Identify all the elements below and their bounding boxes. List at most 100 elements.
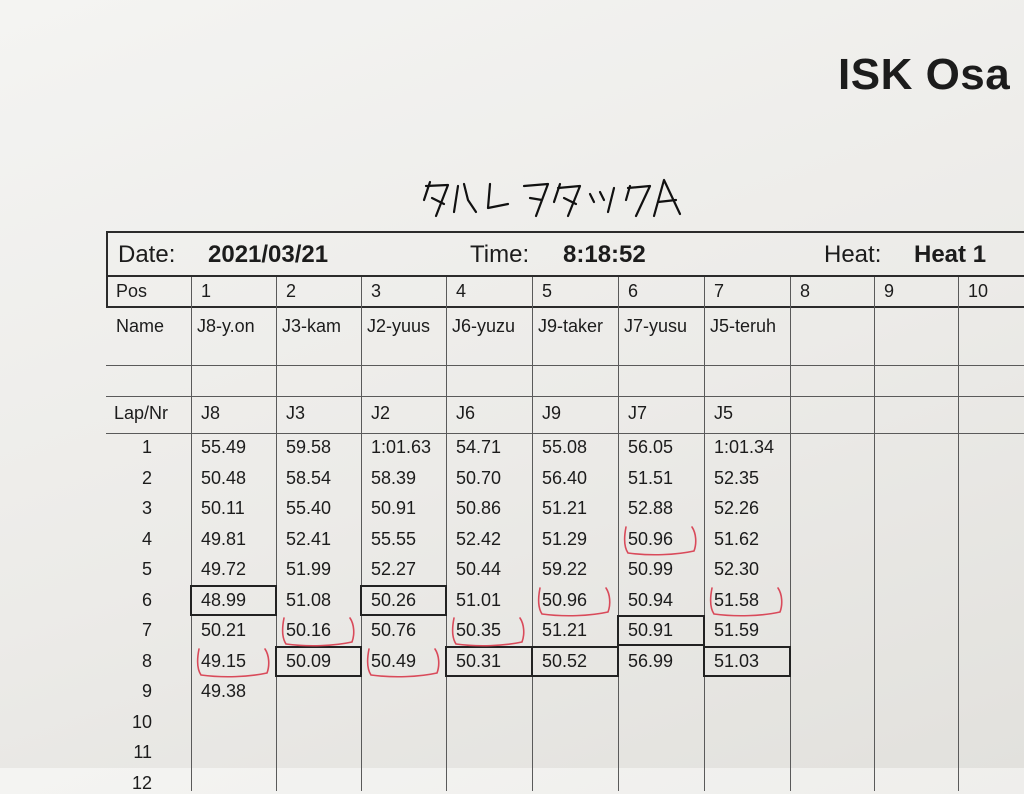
position-cell: 2 <box>286 281 297 301</box>
row-divider <box>106 365 1024 366</box>
lap-time-cell: 58.39 <box>371 467 417 488</box>
lap-number: 6 <box>141 589 152 610</box>
position-cell: 3 <box>371 281 382 301</box>
driver-number: J8 <box>201 403 221 423</box>
driver-number: J6 <box>456 403 476 423</box>
lap-time-cell: 1:01.34 <box>714 437 775 457</box>
lap-time-cell: 52.30 <box>714 559 760 579</box>
position-cell: 5 <box>542 281 553 301</box>
best-lap-box <box>190 584 277 616</box>
driver-number: J2 <box>371 403 391 423</box>
lap-number: 1 <box>141 437 152 457</box>
org-title: ISK Osa <box>838 50 1011 99</box>
position-cell: 8 <box>800 281 811 301</box>
column-divider <box>276 277 277 791</box>
lap-time-cell: 52.42 <box>456 528 502 549</box>
lap-time-cell: 50.70 <box>456 467 502 488</box>
column-divider <box>191 277 192 791</box>
heat-value: Heat 1 <box>914 241 987 268</box>
lap-time-cell: 50.96 <box>542 589 588 610</box>
lap-number: 10 <box>131 711 152 732</box>
lap-time-cell: 55.55 <box>371 528 417 549</box>
lap-time-cell: 52.88 <box>628 498 674 518</box>
lap-time-cell: 50.09 <box>286 650 332 671</box>
driver-name: J5-teruh <box>710 316 777 336</box>
best-lap-box <box>360 584 447 616</box>
lap-time-cell: 56.05 <box>628 437 674 457</box>
lap-time-cell: 55.49 <box>201 437 247 457</box>
pos-row-border <box>106 277 1024 308</box>
lap-time-cell: 55.40 <box>286 498 332 518</box>
lap-number: 12 <box>131 772 152 793</box>
lap-time-cell: 51.21 <box>542 620 588 640</box>
lap-time-cell: 49.72 <box>201 559 247 579</box>
lap-number: 11 <box>133 742 152 762</box>
lap-time-cell: 51.62 <box>714 528 760 549</box>
column-divider <box>874 277 875 791</box>
driver-name: J2-yuus <box>367 316 431 336</box>
driver-number: J5 <box>714 403 734 423</box>
position-cell: 4 <box>456 281 467 301</box>
lap-time-cell: 55.08 <box>542 437 588 457</box>
best-lap-box <box>531 645 619 677</box>
lap-time-cell: 52.27 <box>371 559 417 579</box>
column-divider <box>532 277 533 791</box>
lap-time-cell: 56.40 <box>542 467 588 488</box>
lap-time-cell: 51.58 <box>714 589 760 610</box>
column-divider <box>704 277 705 791</box>
lap-number: 2 <box>141 467 152 488</box>
column-divider <box>790 277 791 791</box>
meta-header-row: Date: 2021/03/21 Time: 8:18:52 Heat: Hea… <box>106 231 1024 277</box>
lap-number: 4 <box>141 528 152 549</box>
lap-time-cell: 50.21 <box>201 620 247 640</box>
position-cell: 6 <box>628 281 639 301</box>
best-lap-box <box>617 615 705 646</box>
pos-label: Pos <box>116 281 148 301</box>
lap-time-cell: 50.76 <box>371 620 417 640</box>
lap-time-cell: 50.49 <box>371 650 417 671</box>
lap-time-cell: 50.48 <box>201 467 247 488</box>
date-label: Date: <box>118 241 176 268</box>
lap-time-cell: 51.08 <box>286 589 332 610</box>
lap-time-cell: 51.03 <box>714 650 760 671</box>
best-lap-box <box>445 645 533 677</box>
driver-name: J7-yusu <box>624 316 688 336</box>
heat-label: Heat: <box>824 241 882 268</box>
column-divider <box>446 277 447 791</box>
position-cell: 10 <box>968 281 989 301</box>
lap-time-cell: 50.91 <box>628 620 674 640</box>
lap-time-cell: 50.94 <box>628 589 674 610</box>
lap-number: 9 <box>141 681 152 701</box>
lap-time-cell: 51.51 <box>628 467 674 488</box>
driver-name: J8-y.on <box>197 316 255 336</box>
lap-time-cell: 51.59 <box>714 620 760 640</box>
driver-name: J9-taker <box>538 316 604 336</box>
position-cell: 9 <box>884 281 895 301</box>
driver-number: J9 <box>542 403 562 423</box>
row-divider <box>106 396 1024 397</box>
lap-time-cell: 51.29 <box>542 528 588 549</box>
lap-time-cell: 50.16 <box>286 620 332 640</box>
lap-time-cell: 50.99 <box>628 559 674 579</box>
lap-time-cell: 51.99 <box>286 559 332 579</box>
lap-time-cell: 50.11 <box>201 498 245 518</box>
results-sheet: Date: 2021/03/21 Time: 8:18:52 Heat: Hea… <box>106 231 1024 793</box>
lap-time-cell: 50.96 <box>628 528 674 549</box>
lap-time-cell: 51.01 <box>456 589 502 610</box>
position-cell: 1 <box>201 281 212 301</box>
column-divider <box>618 277 619 791</box>
lap-time-cell: 56.99 <box>628 650 674 671</box>
lap-time-cell: 50.26 <box>371 589 417 610</box>
lapnr-label: Lap/Nr <box>114 403 169 423</box>
driver-name: J6-yuzu <box>452 316 516 336</box>
lap-time-cell: 59.58 <box>286 437 332 457</box>
lap-number: 8 <box>141 650 152 671</box>
time-value: 8:18:52 <box>563 241 646 268</box>
driver-number: J7 <box>628 403 648 423</box>
best-lap-box <box>275 645 362 677</box>
lap-time-cell: 50.35 <box>456 620 502 640</box>
lap-number: 7 <box>141 620 152 640</box>
handwritten-title <box>422 178 682 218</box>
column-divider <box>958 277 959 791</box>
lap-time-cell: 58.54 <box>286 467 332 488</box>
